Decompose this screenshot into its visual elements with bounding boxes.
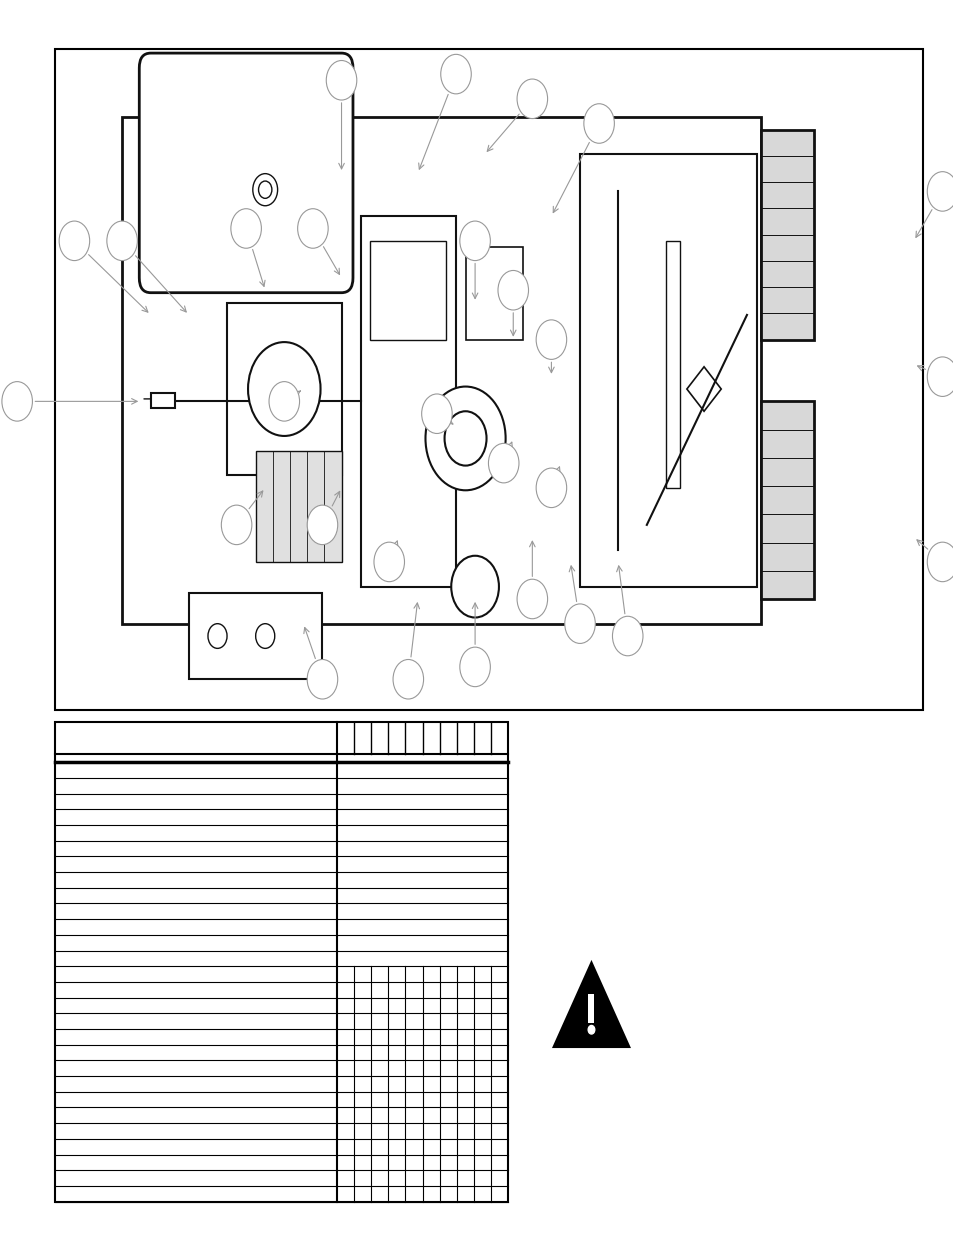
Circle shape — [231, 209, 261, 248]
Bar — [370, 241, 446, 340]
Circle shape — [107, 221, 137, 261]
Bar — [760, 130, 813, 340]
Bar — [55, 49, 923, 710]
Circle shape — [926, 172, 953, 211]
FancyBboxPatch shape — [139, 53, 353, 293]
Bar — [760, 401, 813, 599]
Circle shape — [393, 659, 423, 699]
Bar — [227, 303, 341, 475]
Circle shape — [926, 542, 953, 582]
Bar — [665, 241, 679, 488]
Bar — [588, 994, 594, 1024]
Circle shape — [208, 624, 227, 648]
Circle shape — [374, 542, 404, 582]
Bar — [255, 451, 341, 562]
Bar — [360, 216, 456, 587]
Circle shape — [583, 104, 614, 143]
Circle shape — [269, 382, 299, 421]
Circle shape — [297, 209, 328, 248]
Circle shape — [517, 579, 547, 619]
Bar — [122, 117, 760, 624]
Circle shape — [425, 387, 505, 490]
Circle shape — [421, 394, 452, 433]
Polygon shape — [554, 963, 628, 1047]
Circle shape — [564, 604, 595, 643]
Circle shape — [307, 659, 337, 699]
Circle shape — [517, 79, 547, 119]
Circle shape — [326, 61, 356, 100]
Circle shape — [459, 647, 490, 687]
Circle shape — [253, 174, 277, 206]
Circle shape — [307, 505, 337, 545]
Bar — [579, 154, 756, 587]
Circle shape — [221, 505, 252, 545]
Circle shape — [2, 382, 32, 421]
Circle shape — [459, 221, 490, 261]
Circle shape — [255, 624, 274, 648]
Circle shape — [59, 221, 90, 261]
Bar — [465, 247, 522, 340]
Circle shape — [258, 182, 272, 199]
Polygon shape — [686, 367, 720, 411]
Circle shape — [612, 616, 642, 656]
Circle shape — [536, 468, 566, 508]
Circle shape — [497, 270, 528, 310]
Circle shape — [440, 54, 471, 94]
Circle shape — [444, 411, 486, 466]
Bar — [151, 393, 174, 408]
Bar — [55, 722, 508, 1202]
Circle shape — [451, 556, 498, 618]
Circle shape — [536, 320, 566, 359]
Circle shape — [488, 443, 518, 483]
Circle shape — [248, 342, 320, 436]
Bar — [189, 593, 322, 679]
Circle shape — [926, 357, 953, 396]
Circle shape — [588, 1025, 594, 1034]
